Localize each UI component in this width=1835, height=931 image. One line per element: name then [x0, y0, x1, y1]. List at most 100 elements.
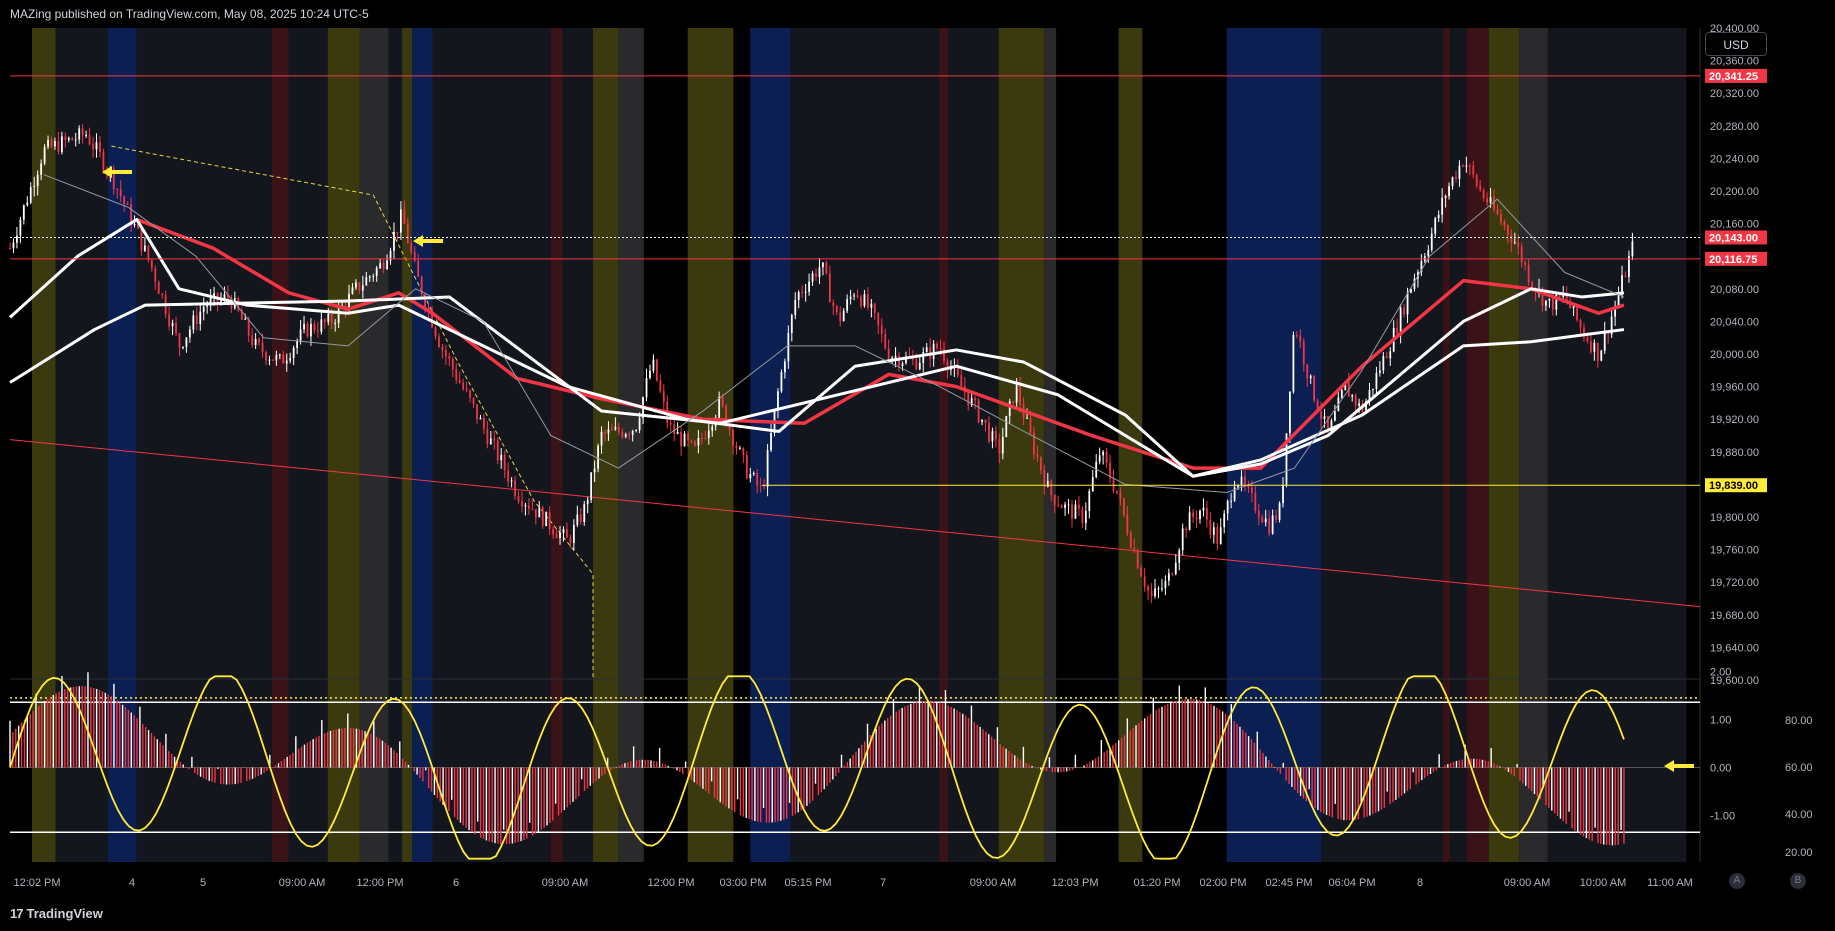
candle-body — [1596, 342, 1599, 361]
candle-body — [296, 340, 299, 348]
candle-body — [1178, 550, 1181, 563]
brand-name: TradingView — [26, 906, 103, 921]
candle-body — [1026, 417, 1028, 419]
candle-body — [289, 357, 292, 361]
time-tick-label: 12:02 PM — [13, 877, 60, 889]
time-tick-label: 6 — [453, 877, 459, 889]
candle-body — [1039, 457, 1042, 471]
candle-body — [244, 318, 247, 320]
candle-body — [1437, 214, 1440, 219]
trendlines — [9, 145, 1701, 680]
candle-body — [562, 529, 565, 533]
candle-body — [894, 355, 897, 358]
candle-body — [36, 174, 39, 187]
session-band — [790, 28, 940, 862]
candle-body — [839, 312, 842, 322]
osc-right-tick: 60.00 — [1785, 762, 1813, 774]
candle-body — [1150, 590, 1153, 597]
osc-left-tick: 0.00 — [1710, 763, 1731, 775]
candle-body — [510, 480, 513, 482]
time-tick-label: 09:00 AM — [279, 877, 325, 889]
session-band — [550, 28, 563, 862]
candle-body — [310, 323, 312, 337]
candle-body — [451, 358, 454, 370]
candle-body — [375, 268, 378, 277]
candle-body — [604, 431, 606, 434]
candle-body — [47, 139, 49, 147]
candle-body — [649, 370, 651, 379]
osc-left-tick: 2.00 — [1710, 667, 1731, 679]
candle-body — [1140, 567, 1143, 577]
session-band — [562, 28, 594, 862]
candle-body — [981, 419, 983, 422]
candle-body — [662, 391, 665, 402]
candle-body — [71, 137, 74, 141]
candle-body — [1323, 416, 1326, 419]
time-tick-label: 8 — [1417, 877, 1423, 889]
candle-body — [361, 285, 364, 291]
candle-body — [1458, 165, 1461, 179]
candle-body — [1091, 477, 1094, 491]
price-tick-label: 19,640.00 — [1710, 642, 1759, 654]
time-tick-label: 7 — [880, 877, 886, 889]
time-tick-label: 03:00 PM — [719, 877, 766, 889]
candle-body — [1202, 507, 1205, 511]
candle-body — [1354, 395, 1357, 407]
candle-body — [711, 426, 714, 431]
candle-body — [1285, 433, 1288, 486]
candle-body — [1275, 515, 1277, 520]
candle-body — [147, 245, 150, 260]
candle-body — [1583, 327, 1585, 337]
candle-body — [766, 450, 769, 487]
candle-body — [1365, 401, 1367, 414]
candle-body — [303, 323, 305, 330]
candle-body — [970, 398, 973, 406]
candle-body — [1171, 573, 1174, 575]
candle-body — [1427, 249, 1430, 257]
candle-body — [801, 292, 804, 294]
candle-body — [1548, 298, 1551, 301]
candle-body — [787, 333, 790, 362]
session-band — [593, 28, 619, 862]
time-tick-label: 10:00 AM — [1580, 877, 1626, 889]
tradingview-footer[interactable]: 17 TradingView — [10, 906, 103, 921]
candle-body — [718, 396, 721, 418]
price-tick-label: 20,200.00 — [1710, 186, 1759, 198]
candle-body — [1254, 492, 1257, 511]
candle-body — [1389, 351, 1392, 359]
candle-body — [1299, 335, 1302, 342]
moving-average-gray — [43, 174, 1625, 494]
candle-body — [1558, 293, 1561, 297]
price-tick-label: 20,160.00 — [1710, 219, 1759, 231]
candle-body — [1576, 305, 1578, 320]
candle-body — [144, 245, 146, 251]
candle-body — [998, 439, 1001, 454]
candle-body — [351, 287, 354, 294]
candle-body — [1403, 307, 1405, 315]
price-tick-label: 20,040.00 — [1710, 316, 1759, 328]
candle-body — [1043, 470, 1046, 487]
auto-scale-button[interactable]: A — [1729, 873, 1745, 889]
candle-body — [1316, 400, 1319, 412]
candle-body — [1223, 513, 1226, 528]
candle-body — [1503, 221, 1506, 226]
candle-body — [150, 259, 153, 269]
candle-body — [1244, 476, 1246, 486]
candle-body — [112, 168, 115, 189]
candle-body — [617, 427, 620, 432]
log-scale-button[interactable]: B — [1790, 873, 1806, 889]
candle-body — [254, 338, 257, 346]
session-band — [1466, 28, 1489, 862]
candle-body — [1233, 487, 1236, 501]
candle-body — [382, 263, 385, 269]
candle-body — [292, 347, 295, 358]
candle-body — [133, 223, 136, 226]
candle-body — [1033, 432, 1035, 455]
candle-body — [1143, 576, 1146, 587]
candle-body — [26, 202, 29, 206]
candle-body — [1524, 262, 1527, 265]
currency-button[interactable]: USD — [1705, 32, 1767, 56]
candle-body — [873, 303, 876, 313]
session-band — [402, 28, 413, 862]
